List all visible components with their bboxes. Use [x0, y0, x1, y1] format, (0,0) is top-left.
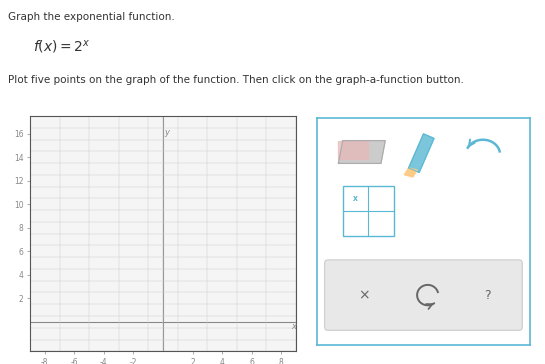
Text: ×: × [358, 288, 370, 302]
Polygon shape [404, 168, 417, 177]
Text: y: y [164, 128, 169, 137]
Text: Plot five points on the graph of the function. Then click on the graph-a-functio: Plot five points on the graph of the fun… [8, 75, 464, 84]
Polygon shape [338, 141, 368, 159]
Bar [343, 186, 393, 236]
Polygon shape [409, 134, 434, 173]
FancyBboxPatch shape [325, 260, 522, 330]
Text: $f(x) = 2^x$: $f(x) = 2^x$ [33, 38, 90, 55]
Text: Graph the exponential function.: Graph the exponential function. [8, 12, 175, 21]
Text: ?: ? [484, 289, 490, 302]
Text: x: x [353, 194, 358, 203]
Text: x: x [292, 323, 296, 332]
Polygon shape [338, 141, 385, 163]
